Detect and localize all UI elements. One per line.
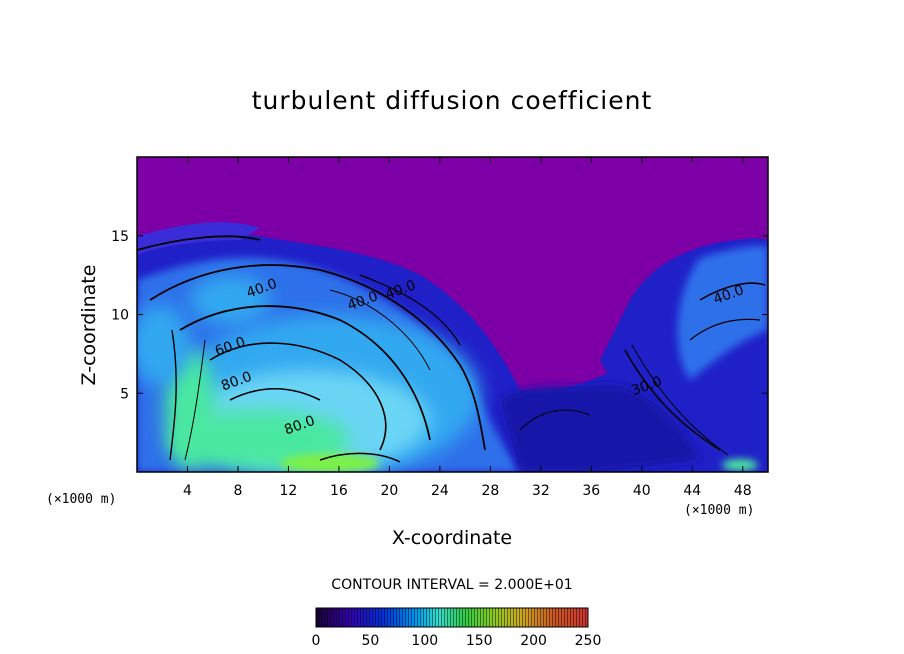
y-tick-label: 5: [120, 386, 129, 402]
y-axis-label: Z-coordinate: [78, 264, 100, 386]
y-tick-label: 15: [111, 229, 129, 245]
x-tick-label: 12: [280, 483, 298, 499]
x-tick-label: 8: [233, 483, 242, 499]
x-tick-label: 44: [683, 483, 701, 499]
x-tick-label: 28: [481, 483, 499, 499]
x-unit-right: (×1000 m): [684, 503, 755, 518]
colorbar-ticks: 0 50 100 150 200 250: [312, 633, 602, 649]
x-unit-left: (×1000 m): [46, 492, 117, 507]
x-tick-label: 4: [183, 483, 192, 499]
colorbar-tick-label: 150: [466, 633, 493, 649]
y-axis-ticks: 5 10 15: [111, 229, 768, 402]
colorbar-stripes: [316, 608, 588, 627]
x-tick-label: 40: [633, 483, 651, 499]
x-axis-ticks: 4 8 12 16 20 24 28 32 36 40 44 48: [183, 157, 752, 499]
contour-interval: CONTOUR INTERVAL = 2.000E+01: [331, 577, 573, 593]
colorbar-tick-label: 200: [520, 633, 547, 649]
x-axis-label: X-coordinate: [391, 527, 513, 549]
field-image: [137, 157, 768, 472]
colorbar-tick-label: 100: [411, 633, 438, 649]
x-tick-label: 36: [582, 483, 600, 499]
x-tick-label: 16: [330, 483, 348, 499]
chart-title: turbulent diffusion coefficient: [251, 86, 653, 115]
colorbar-frame: [315, 607, 589, 628]
x-tick-label: 24: [431, 483, 449, 499]
y-tick-label: 10: [111, 308, 129, 324]
x-tick-label: 48: [734, 483, 752, 499]
colorbar-tick-label: 50: [361, 633, 379, 649]
x-tick-label: 32: [532, 483, 550, 499]
contour-lines: [137, 235, 766, 463]
x-tick-label: 20: [380, 483, 398, 499]
colorbar-tick-label: 0: [312, 633, 321, 649]
colorbar-tick-label: 250: [575, 633, 602, 649]
